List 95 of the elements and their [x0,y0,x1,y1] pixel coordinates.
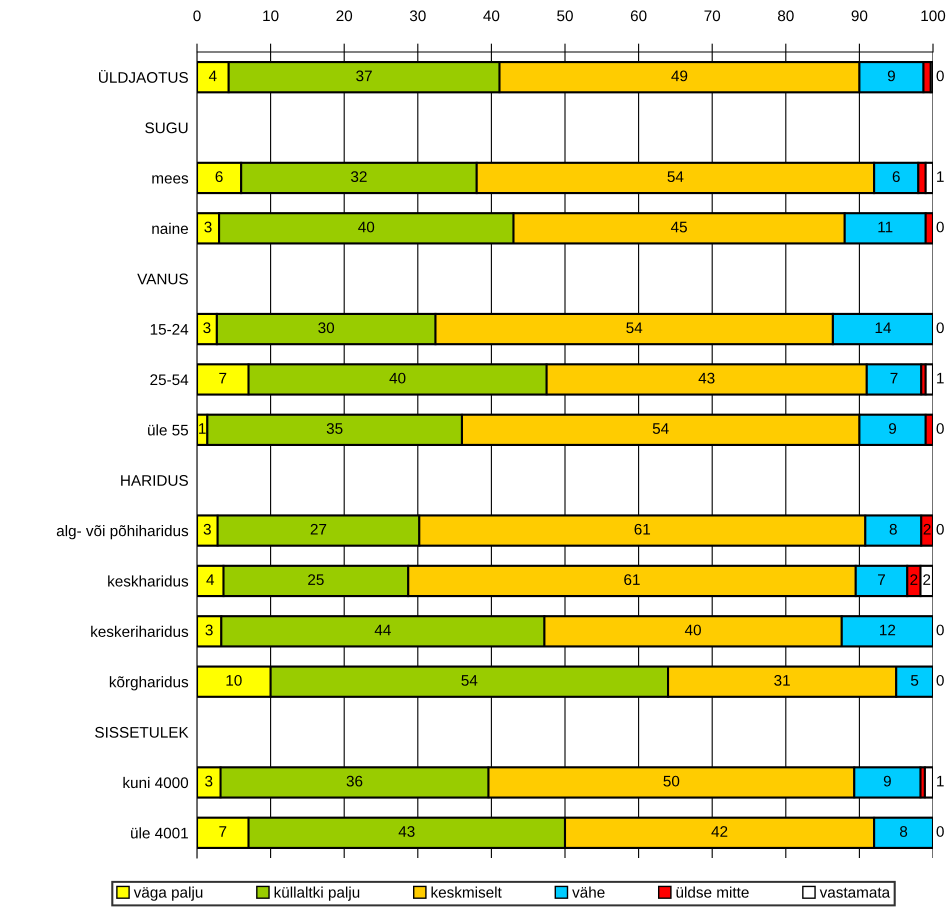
y-tick-label: naine [152,222,188,234]
x-tick-label: 70 [704,10,720,22]
data-label: 54 [461,675,478,686]
x-tick-label: 100 [921,10,946,22]
data-label: 0 [936,524,944,535]
data-label: 2 [924,524,931,535]
data-label: 32 [351,171,367,182]
data-label: 3 [204,524,211,535]
y-tick-label: üle 4001 [131,827,188,838]
y-tick-label: mees [152,175,188,184]
data-label: 8 [890,524,897,535]
y-tick-label: 15-24 [150,324,188,335]
y-tick-label: keskeriharidus [91,626,188,637]
data-label: 49 [671,70,688,82]
data-label: 6 [892,171,900,182]
data-label: 45 [670,222,687,232]
x-tick-label: 10 [263,10,278,22]
data-label: 44 [374,624,391,636]
data-label: 54 [668,171,684,182]
data-label: 9 [888,70,895,82]
data-label: 0 [936,826,944,837]
data-label: 7 [890,372,898,384]
data-label: 43 [398,826,415,837]
data-label: 2 [923,574,930,585]
x-tick-label: 0 [193,10,201,22]
data-label: 0 [936,222,944,232]
x-tick-label: 90 [852,10,868,22]
data-label: 31 [774,674,790,686]
data-label: 1 [199,423,206,434]
data-label: 4 [208,70,217,82]
data-label: 1 [937,776,944,786]
y-tick-label: SUGU [145,122,188,134]
data-label: 3 [203,322,211,334]
y-tick-label: kõrgharidus [110,676,188,690]
data-label: 0 [936,624,944,636]
legend-label: üldse mitte [676,886,749,898]
data-label: 36 [346,776,362,787]
y-tick-label: üle 55 [148,424,188,436]
data-label: 27 [310,524,326,535]
x-tick-label: 30 [410,10,426,22]
y-tick-label: keskharidus [108,575,188,587]
data-label: 14 [876,322,891,334]
data-label: 61 [624,574,640,586]
data-label: 5 [910,675,918,686]
data-label: 50 [663,776,680,787]
data-label: 3 [205,624,213,636]
data-label: 7 [219,372,226,384]
data-label: 54 [626,322,642,334]
data-label: 3 [205,776,212,787]
data-label: 1 [937,171,944,182]
legend-label: keskmiselt [432,886,502,898]
data-label: 9 [884,776,891,787]
data-label: 43 [698,372,715,384]
y-tick-label: alg- või põhiharidus [56,525,188,540]
data-label: 30 [318,322,334,334]
y-tick-label: kuni 4000 [123,776,188,788]
data-label: 25 [308,574,324,586]
data-label: 1 [937,372,944,384]
data-label: 0 [936,70,944,82]
data-label: 4 [206,574,214,585]
data-label: 0 [936,322,944,334]
data-label: 40 [358,222,374,232]
data-label: 6 [216,171,223,182]
data-label: 0 [936,674,944,686]
legend-label: väga palju [134,886,202,901]
legend-label: vähe [572,886,605,898]
x-tick-label: 50 [557,10,573,22]
x-tick-label: 20 [336,10,352,22]
y-tick-label: 25-54 [150,374,188,386]
data-label: 7 [878,574,885,585]
data-label: 40 [389,372,406,384]
data-label: 11 [878,222,892,232]
x-tick-label: 60 [630,10,646,22]
legend-label: küllaltki palju [274,886,360,901]
data-label: 3 [204,222,212,232]
y-tick-label: VANUS [137,274,188,284]
legend-label: vastamata [820,888,890,898]
data-label: 10 [226,674,242,686]
x-tick-label: 80 [778,10,794,22]
data-label: 37 [356,70,372,82]
y-tick-label: ÜLDJAOTUS [99,70,188,83]
data-label: 0 [936,423,944,434]
data-label: 7 [219,826,226,837]
data-label: 8 [900,826,908,837]
y-tick-label: SISSETULEK [95,726,188,738]
data-label: 35 [326,423,342,434]
data-label: 42 [711,826,728,837]
data-label: 54 [652,423,669,434]
data-label: 2 [910,574,918,585]
data-label: 9 [888,423,896,434]
data-label: 40 [684,624,701,636]
data-label: 61 [634,524,650,535]
data-label: 12 [880,624,896,636]
y-tick-label: HARIDUS [121,475,188,486]
x-tick-label: 40 [483,10,500,22]
